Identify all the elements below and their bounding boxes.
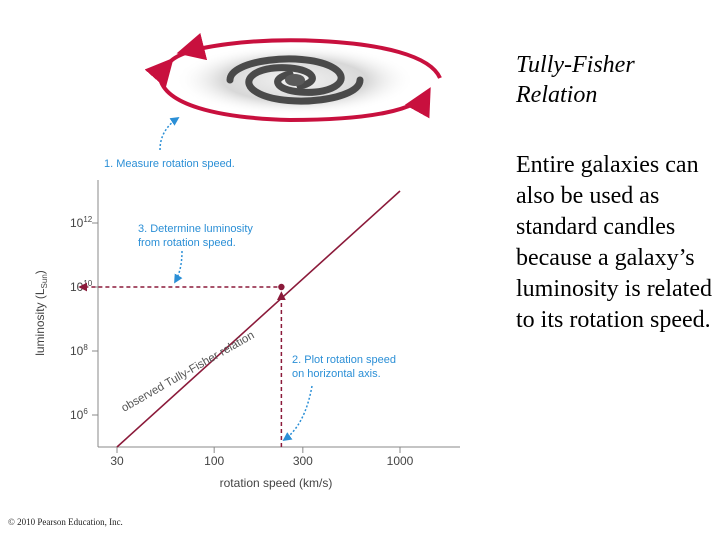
step3-label-line2: from rotation speed. [138,237,236,249]
y-tick-label: 1012 [70,215,93,230]
y-tick-label: 1010 [70,279,93,294]
y-tick-exponent: 6 [83,407,88,416]
x-axis-label: rotation speed (km/s) [220,476,333,490]
y-tick-base: 10 [70,280,84,294]
step2-label-line1: 2. Plot rotation speed [292,354,396,366]
y-tick-exponent: 12 [83,215,92,224]
step3-pointer-arrow [174,250,183,284]
relation-line [116,190,401,448]
y-tick-label: 108 [70,343,88,358]
y-tick-base: 10 [70,408,84,422]
step3-label-line1: 3. Determine luminosity [138,223,253,235]
x-tick-label: 100 [204,454,224,468]
y-axis-label: luminosity (LSun) [33,270,49,356]
copyright-notice: © 2010 Pearson Education, Inc. [8,517,123,527]
plot-frame [97,180,460,448]
relation-label: observed Tully-Fisher relation [120,329,257,414]
y-tick-base: 10 [70,344,84,358]
step2-label-line2: on horizontal axis. [292,368,381,380]
slide-body: Entire galaxies can also be used as stan… [516,152,712,333]
y-axis-subscript: Sun [40,274,49,288]
step1-pointer-arrow [159,117,180,151]
x-tick-label: 300 [293,454,313,468]
x-ticks: 30 100 300 1000 [110,447,414,468]
y-tick-base: 10 [70,216,84,230]
marked-data-point [278,283,285,291]
plot-marks [78,190,401,448]
slide-title: Tully-Fisher Relation [516,52,635,108]
step2-pointer-arrow [282,385,313,442]
y-tick-exponent: 10 [83,279,92,288]
x-tick-label: 30 [110,454,124,468]
y-tick-label: 106 [70,407,88,422]
y-tick-exponent: 8 [83,343,88,352]
spiral-galaxy-illustration [144,32,442,123]
step1-label: 1. Measure rotation speed. [104,158,235,170]
tully-fisher-figure: 1. Measure rotation speed. 1061081010101… [33,32,460,490]
x-tick-label: 1000 [387,454,414,468]
